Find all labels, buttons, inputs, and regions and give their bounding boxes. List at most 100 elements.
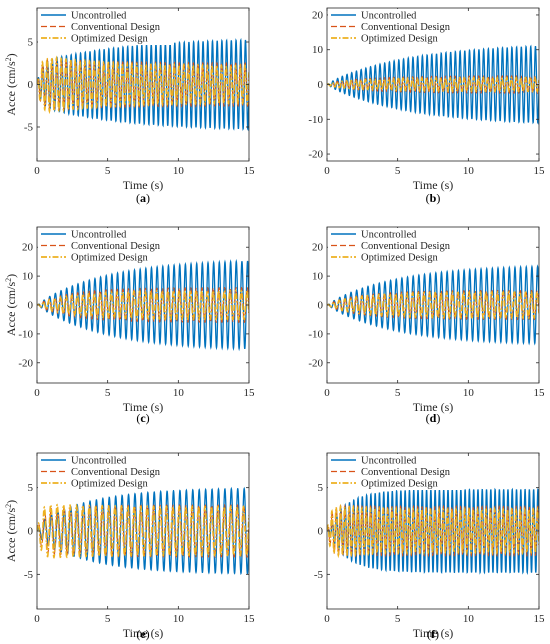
series-line-uncontrolled	[37, 258, 249, 352]
x-tick-label: 0	[324, 165, 330, 177]
chart-panel-6: 0 5 10 15 -5 0 5 Time (s)(f) UncontrolledConvent…	[314, 452, 546, 641]
legend-entry: Conventional Design	[361, 467, 451, 478]
panel-caption: (f)	[427, 627, 439, 641]
y-tick-label: 0	[318, 79, 324, 91]
x-tick-label: 10	[463, 387, 475, 399]
panel-caption: (d)	[426, 411, 441, 425]
y-tick-label: -5	[24, 122, 34, 134]
y-tick-label: -10	[18, 328, 33, 340]
legend-entry: Uncontrolled	[361, 456, 417, 467]
legend-entry: Conventional Design	[71, 241, 161, 252]
x-tick-label: 5	[395, 387, 401, 399]
series-line-optimized-design	[37, 289, 249, 321]
series-line-optimized-design	[37, 503, 249, 559]
y-axis-label: Acce (cm/s2)	[4, 274, 18, 336]
x-tick-label: 0	[34, 165, 40, 177]
y-tick-label: 0	[318, 526, 324, 538]
x-tick-label: 5	[395, 165, 401, 177]
x-tick-label: 10	[463, 165, 475, 177]
chart-panel-3: 0 5 10 15 -20 -10 0 10 20 Time (s) Acce (cm/s2) (c)…	[4, 226, 255, 425]
y-tick-label: 20	[312, 9, 324, 21]
y-tick-label: -20	[18, 357, 33, 369]
x-axis-label: Time (s)	[413, 178, 454, 192]
x-tick-label: 5	[395, 613, 401, 625]
y-tick-label: 10	[312, 271, 324, 283]
series-line-optimized-design	[327, 76, 539, 93]
x-tick-label: 5	[105, 165, 111, 177]
legend-entry: Uncontrolled	[71, 456, 127, 467]
x-tick-label: 0	[324, 387, 330, 399]
legend-entry: Uncontrolled	[361, 11, 417, 22]
x-tick-label: 0	[34, 387, 40, 399]
y-tick-label: -5	[314, 569, 324, 581]
y-tick-label: 10	[22, 271, 34, 283]
y-tick-label: -20	[308, 149, 323, 161]
chart-panel-1: 0 5 10 15 -5 0 5 Time (s) Acce (cm/s2) (a) Uncontr…	[4, 7, 256, 205]
x-axis-label: Time (s)	[123, 400, 164, 414]
x-tick-label: 15	[244, 165, 256, 177]
y-tick-label: -10	[308, 114, 323, 126]
series-line-optimized-design	[327, 503, 539, 559]
y-tick-label: 0	[28, 300, 34, 312]
series-group	[327, 487, 539, 575]
series-line-optimized-design	[327, 291, 539, 319]
y-tick-label: 5	[28, 37, 34, 49]
panel-caption: (c)	[136, 411, 149, 425]
x-tick-label: 10	[173, 613, 185, 625]
legend-entry: Optimized Design	[71, 479, 148, 490]
series-group	[37, 37, 249, 132]
series-line-optimized-design	[37, 55, 249, 115]
y-tick-label: 5	[318, 482, 324, 494]
chart-panel-2: 0 5 10 15 -20 -10 0 10 20 Time (s)(b) Uncontrolled…	[308, 7, 546, 205]
x-tick-label: 15	[534, 613, 546, 625]
series-group	[327, 264, 539, 346]
y-tick-label: 10	[312, 44, 324, 56]
series-group	[37, 486, 249, 576]
legend-entry: Conventional Design	[71, 22, 161, 33]
x-tick-label: 15	[534, 387, 546, 399]
legend-entry: Optimized Design	[71, 34, 148, 45]
x-tick-label: 10	[463, 613, 475, 625]
y-axis-label: Acce (cm/s2)	[4, 500, 18, 562]
series-group	[37, 258, 249, 352]
y-tick-label: 0	[28, 79, 34, 91]
legend-entry: Optimized Design	[361, 253, 438, 264]
legend-entry: Optimized Design	[71, 253, 148, 264]
legend-entry: Optimized Design	[361, 34, 438, 45]
y-tick-label: 5	[28, 482, 34, 494]
series-group	[327, 44, 539, 125]
y-tick-label: 20	[22, 242, 34, 254]
x-tick-label: 15	[244, 613, 256, 625]
legend-entry: Optimized Design	[361, 479, 438, 490]
legend-entry: Uncontrolled	[361, 230, 417, 241]
x-tick-label: 0	[324, 613, 330, 625]
chart-panel-5: 0 5 10 15 -5 0 5 Time (s) Acce (cm/s2) (e) Uncontr…	[4, 452, 256, 641]
panel-caption: (b)	[426, 191, 441, 205]
panel-caption: (a)	[136, 191, 150, 205]
x-axis-label: Time (s)	[413, 626, 454, 640]
x-axis-label: Time (s)	[413, 400, 454, 414]
x-tick-label: 0	[34, 613, 40, 625]
legend-entry: Conventional Design	[71, 467, 161, 478]
panel-caption: (e)	[136, 627, 149, 641]
x-tick-label: 5	[105, 613, 111, 625]
legend-entry: Conventional Design	[361, 22, 451, 33]
x-tick-label: 5	[105, 387, 111, 399]
x-axis-label: Time (s)	[123, 626, 164, 640]
y-axis-label: Acce (cm/s2)	[4, 53, 18, 115]
x-tick-label: 15	[534, 165, 546, 177]
x-tick-label: 10	[173, 165, 185, 177]
legend-entry: Conventional Design	[361, 241, 451, 252]
legend-entry: Uncontrolled	[71, 11, 127, 22]
y-tick-label: -10	[308, 328, 323, 340]
y-tick-label: 0	[318, 300, 324, 312]
series-line-conventional-design	[37, 286, 249, 324]
chart-panel-4: 0 5 10 15 -20 -10 0 10 20 Time (s)(d) Uncontrolled…	[308, 226, 546, 425]
x-axis-label: Time (s)	[123, 178, 164, 192]
